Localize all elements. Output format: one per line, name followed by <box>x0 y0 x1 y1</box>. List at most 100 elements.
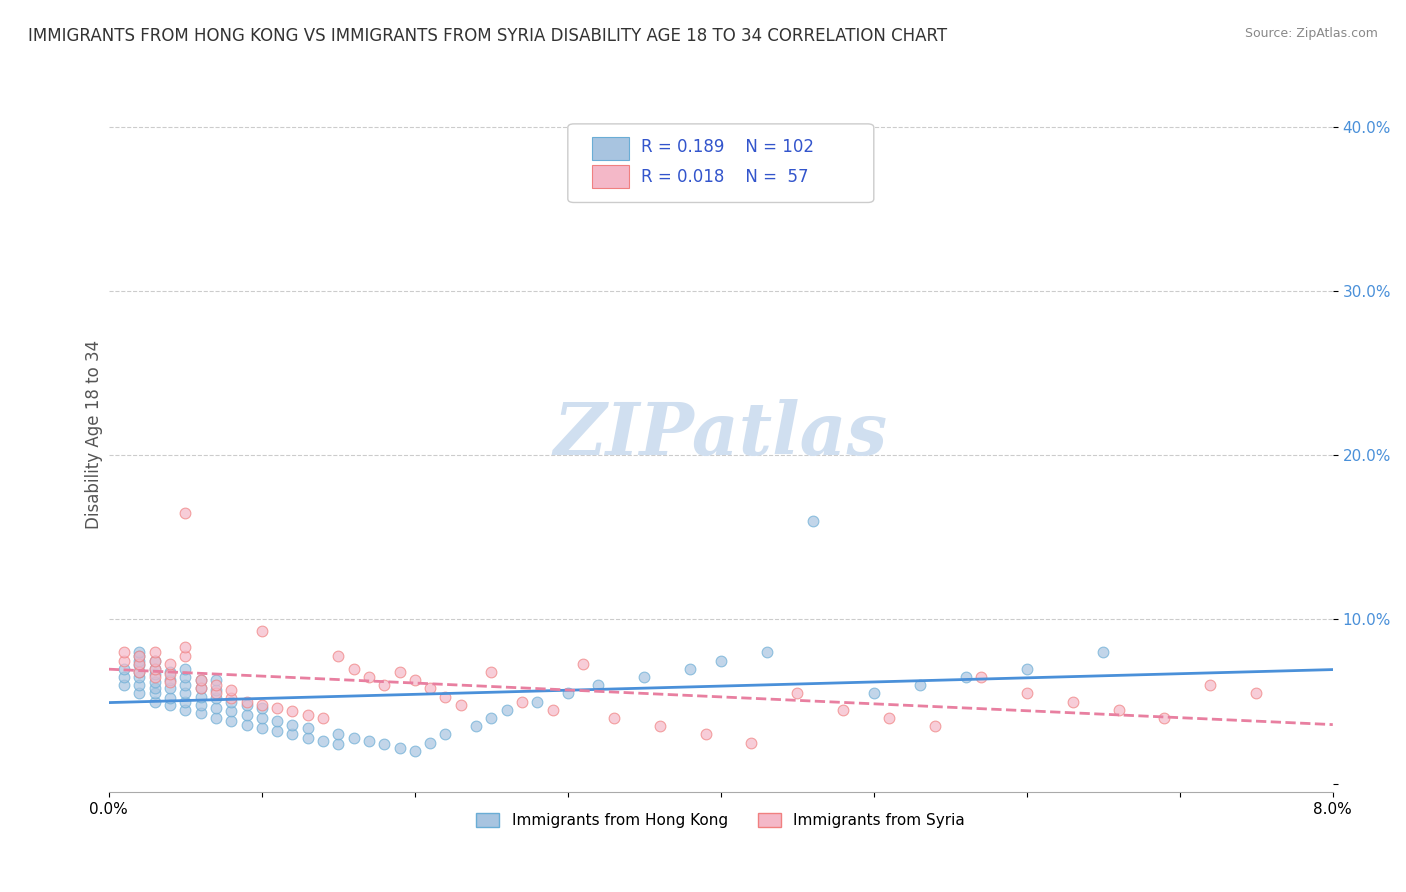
Point <box>112 670 135 684</box>
Point <box>219 705 242 719</box>
Point <box>297 731 319 745</box>
Point <box>143 662 166 676</box>
Point <box>205 678 228 692</box>
Point <box>526 695 548 709</box>
Point <box>205 691 228 706</box>
Point <box>479 665 502 679</box>
Point <box>190 698 212 712</box>
Point <box>312 711 335 725</box>
Point <box>924 719 946 733</box>
Point <box>143 645 166 659</box>
Point <box>174 662 197 676</box>
Point <box>174 695 197 709</box>
Point <box>495 703 517 717</box>
Point <box>128 678 150 692</box>
Point <box>1199 678 1222 692</box>
Point <box>190 673 212 688</box>
Point <box>357 670 380 684</box>
Point <box>1246 686 1268 700</box>
Point <box>479 711 502 725</box>
Point <box>190 673 212 688</box>
Point <box>633 670 655 684</box>
Point <box>297 707 319 722</box>
Point <box>388 665 411 679</box>
Point <box>159 674 181 689</box>
Point <box>159 681 181 696</box>
Point <box>159 665 181 679</box>
Point <box>557 686 579 700</box>
Point <box>250 624 273 638</box>
Point <box>143 681 166 696</box>
Point <box>174 640 197 655</box>
Point <box>112 678 135 692</box>
Point <box>1015 686 1038 700</box>
Point <box>143 666 166 681</box>
Point <box>970 670 993 684</box>
Legend: Immigrants from Hong Kong, Immigrants from Syria: Immigrants from Hong Kong, Immigrants fr… <box>471 807 972 834</box>
Point <box>434 690 457 704</box>
Point <box>343 731 366 745</box>
Point <box>143 686 166 700</box>
Point <box>159 673 181 688</box>
Point <box>205 673 228 688</box>
Point <box>143 674 166 689</box>
Point <box>755 645 778 659</box>
Point <box>1015 662 1038 676</box>
FancyBboxPatch shape <box>592 165 628 188</box>
Point <box>328 648 350 663</box>
Point <box>419 681 441 696</box>
Point <box>343 662 366 676</box>
Point <box>373 678 395 692</box>
Point <box>128 648 150 663</box>
Point <box>281 705 304 719</box>
Point <box>128 648 150 663</box>
Point <box>266 701 288 715</box>
Point <box>297 721 319 735</box>
Point <box>740 736 762 750</box>
Point <box>450 698 472 712</box>
Point <box>205 701 228 715</box>
Point <box>266 724 288 739</box>
Point <box>266 714 288 729</box>
Point <box>143 695 166 709</box>
Point <box>128 665 150 679</box>
Point <box>328 727 350 741</box>
Point <box>128 665 150 679</box>
Point <box>388 740 411 755</box>
Point <box>235 707 257 722</box>
Point <box>250 721 273 735</box>
Point <box>404 744 426 758</box>
Point <box>143 662 166 676</box>
Point <box>219 683 242 698</box>
Point <box>908 678 931 692</box>
Text: R = 0.018    N =  57: R = 0.018 N = 57 <box>641 168 808 186</box>
Point <box>250 711 273 725</box>
Point <box>219 714 242 729</box>
Point <box>1062 695 1084 709</box>
Point <box>143 654 166 668</box>
Point <box>710 654 733 668</box>
Point <box>205 686 228 700</box>
Point <box>159 666 181 681</box>
Point <box>679 662 702 676</box>
Point <box>128 657 150 671</box>
Point <box>862 686 884 700</box>
Text: ZIPatlas: ZIPatlas <box>554 400 887 470</box>
Point <box>572 657 595 671</box>
Point <box>190 706 212 720</box>
Point <box>328 737 350 751</box>
Point <box>128 654 150 668</box>
Point <box>1153 711 1175 725</box>
Point <box>281 727 304 741</box>
Point <box>143 670 166 684</box>
Text: Source: ZipAtlas.com: Source: ZipAtlas.com <box>1244 27 1378 40</box>
Point <box>603 711 626 725</box>
Point <box>143 654 166 668</box>
Point <box>190 681 212 696</box>
Point <box>174 670 197 684</box>
Point <box>434 727 457 741</box>
Point <box>695 727 717 741</box>
Point <box>205 683 228 698</box>
Text: R = 0.189    N = 102: R = 0.189 N = 102 <box>641 138 814 156</box>
Point <box>419 736 441 750</box>
